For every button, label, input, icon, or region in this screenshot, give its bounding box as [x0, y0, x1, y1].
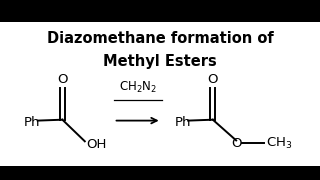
- Text: OH: OH: [86, 138, 107, 151]
- Text: O: O: [57, 73, 68, 86]
- Text: O: O: [231, 137, 241, 150]
- Text: Diazomethane formation of: Diazomethane formation of: [47, 31, 273, 46]
- Text: O: O: [208, 73, 218, 86]
- Text: Ph: Ph: [174, 116, 191, 129]
- Text: Methyl Esters: Methyl Esters: [103, 54, 217, 69]
- Text: Ph: Ph: [24, 116, 41, 129]
- Text: CH$_3$: CH$_3$: [266, 136, 292, 151]
- Text: CH$_2$N$_2$: CH$_2$N$_2$: [118, 80, 157, 95]
- Bar: [0, 22, 320, 166]
